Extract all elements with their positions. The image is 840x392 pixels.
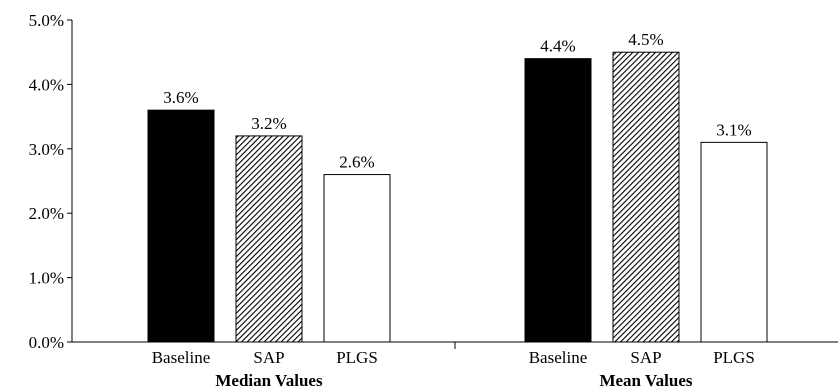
data-label: 4.5% xyxy=(628,30,663,49)
y-tick-label: 0.0% xyxy=(29,333,64,352)
y-tick-label: 4.0% xyxy=(29,75,64,94)
y-axis: 0.0% 1.0% 2.0% 3.0% 4.0% 5.0% xyxy=(29,11,73,352)
data-label: 3.2% xyxy=(251,114,286,133)
category-label: Baseline xyxy=(529,348,588,367)
category-label: PLGS xyxy=(713,348,755,367)
y-tick-label: 2.0% xyxy=(29,204,64,223)
y-tick-label: 1.0% xyxy=(29,269,64,288)
bar-1-baseline xyxy=(524,58,592,343)
data-label: 3.1% xyxy=(716,120,751,139)
data-label: 2.6% xyxy=(339,153,374,172)
category-label: Baseline xyxy=(152,348,211,367)
bar-1-sap xyxy=(612,51,680,343)
bar-0-plgs xyxy=(323,174,391,343)
y-tick-label: 3.0% xyxy=(29,140,64,159)
category-label: SAP xyxy=(630,348,661,367)
data-label: 4.4% xyxy=(540,37,575,56)
bar-1-plgs xyxy=(700,141,768,343)
group-label: Median Values xyxy=(215,371,323,390)
bar-0-baseline xyxy=(147,109,215,343)
bar-0-sap xyxy=(235,135,303,343)
data-label: 3.6% xyxy=(163,88,198,107)
group-label: Mean Values xyxy=(599,371,692,390)
category-label: PLGS xyxy=(336,348,378,367)
labels: 3.6% Baseline 3.2% SAP 2.6% PLGS Median Values… xyxy=(152,30,755,390)
bars xyxy=(147,51,768,343)
y-tick-label: 5.0% xyxy=(29,11,64,30)
category-label: SAP xyxy=(253,348,284,367)
